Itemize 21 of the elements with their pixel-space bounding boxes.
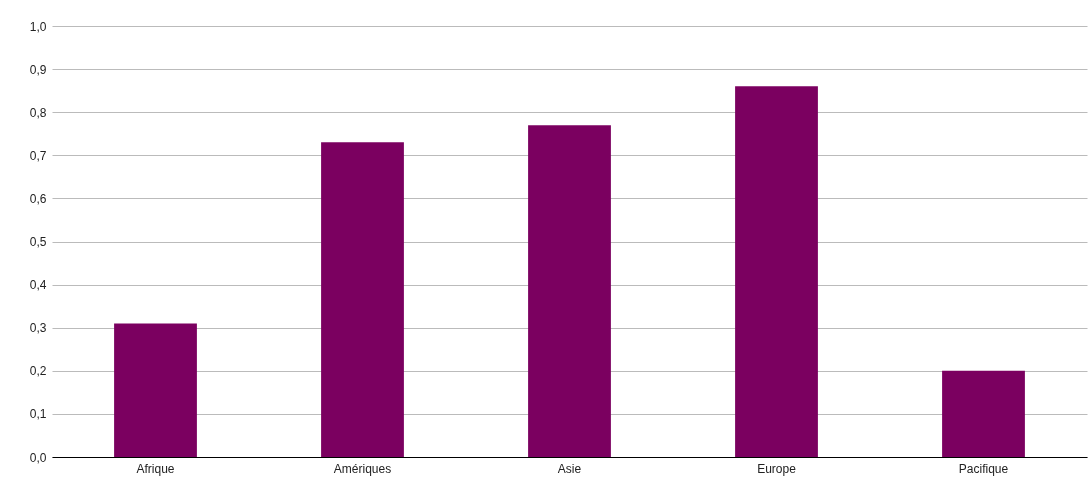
y-tick-label: 0,2 — [29, 364, 47, 379]
bar — [321, 142, 404, 457]
bar — [735, 86, 818, 457]
bar — [528, 125, 611, 457]
x-tick-label: Pacifique — [958, 461, 1009, 476]
y-tick-label: 0,5 — [29, 235, 47, 249]
y-tick-label: 0,7 — [29, 148, 47, 163]
y-tick-label: 0,0 — [29, 450, 47, 465]
x-tick-label: Afrique — [136, 461, 175, 476]
x-tick-label: Amériques — [333, 461, 392, 476]
y-tick-label: 1,0 — [29, 19, 47, 34]
y-tick-label: 0,4 — [29, 278, 47, 293]
x-tick-label: Europe — [757, 461, 797, 476]
y-tick-label: 0,6 — [29, 191, 47, 206]
bar — [114, 323, 197, 457]
y-tick-label: 0,3 — [29, 321, 47, 336]
x-tick-label: Asie — [557, 461, 582, 476]
y-tick-label: 0,9 — [29, 62, 47, 77]
y-tick-label: 0,1 — [29, 407, 47, 422]
y-tick-label: 0,8 — [29, 105, 47, 120]
bar — [942, 370, 1025, 457]
